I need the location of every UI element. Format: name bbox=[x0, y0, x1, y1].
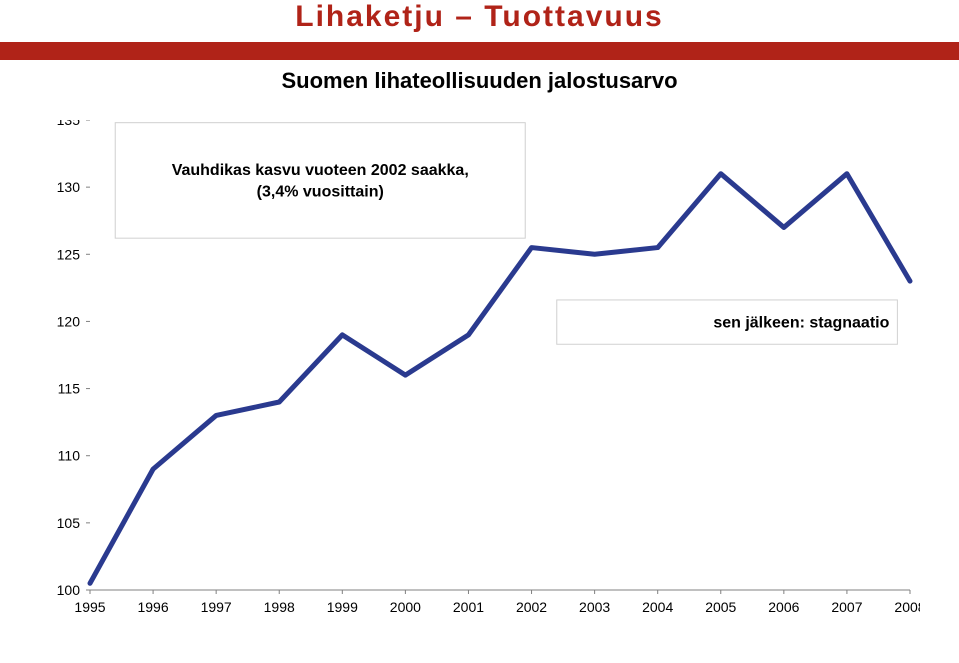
y-tick-label: 115 bbox=[58, 381, 81, 397]
annotation-box bbox=[115, 123, 525, 238]
annotation-text: Vauhdikas kasvu vuoteen 2002 saakka, bbox=[172, 162, 469, 179]
y-tick-label: 125 bbox=[57, 246, 81, 262]
x-tick-label: 2000 bbox=[390, 599, 421, 615]
y-tick-label: 105 bbox=[57, 515, 81, 531]
x-tick-label: 2006 bbox=[768, 599, 799, 615]
x-tick-label: 1996 bbox=[137, 599, 168, 615]
slide-subtitle: Suomen lihateollisuuden jalostusarvo bbox=[0, 68, 959, 94]
x-tick-label: 2002 bbox=[516, 599, 547, 615]
x-tick-label: 2005 bbox=[705, 599, 736, 615]
title-bar bbox=[0, 42, 959, 60]
y-tick-label: 130 bbox=[57, 179, 81, 195]
y-tick-label: 100 bbox=[57, 582, 81, 598]
x-tick-label: 1997 bbox=[201, 599, 232, 615]
y-tick-label: 110 bbox=[58, 448, 81, 464]
y-tick-label: 135 bbox=[57, 120, 81, 128]
slide-title: Lihaketju – Tuottavuus bbox=[0, 0, 959, 34]
x-tick-label: 2007 bbox=[831, 599, 862, 615]
x-tick-label: 1995 bbox=[74, 599, 105, 615]
chart: 100 105 110 115 120 125 130 135 1995 1996 1997 1998… bbox=[40, 120, 920, 630]
slide: Lihaketju – Tuottavuus Suomen lihateolli… bbox=[0, 0, 959, 663]
x-tick-label: 1998 bbox=[264, 599, 295, 615]
x-tick-label: 2008 bbox=[894, 599, 920, 615]
x-tick-label: 1999 bbox=[327, 599, 358, 615]
annotation-text: sen jälkeen: stagnaatio bbox=[713, 314, 889, 331]
x-tick-label: 2003 bbox=[579, 599, 610, 615]
series-line bbox=[90, 174, 910, 584]
x-tick-label: 2004 bbox=[642, 599, 673, 615]
x-tick-label: 2001 bbox=[453, 599, 484, 615]
y-tick-label: 120 bbox=[57, 313, 81, 329]
annotation-text: (3,4% vuosittain) bbox=[257, 183, 384, 200]
